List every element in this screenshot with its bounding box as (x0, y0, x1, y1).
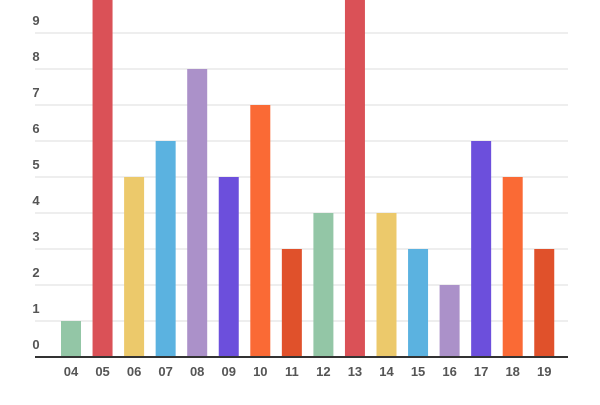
x-tick-label: 04 (64, 364, 79, 379)
x-tick-label: 15 (411, 364, 425, 379)
y-tick-label: 4 (32, 193, 40, 208)
x-tick-label: 05 (95, 364, 109, 379)
y-tick-label: 6 (32, 121, 39, 136)
bar-08 (187, 69, 208, 357)
bars (61, 0, 555, 357)
y-tick-label: 2 (32, 265, 39, 280)
x-tick-label: 11 (285, 364, 299, 379)
x-tick-label: 10 (253, 364, 267, 379)
bar-05 (92, 0, 113, 357)
y-tick-label: 5 (32, 157, 39, 172)
y-tick-label: 7 (32, 85, 39, 100)
x-tick-label: 09 (222, 364, 236, 379)
y-tick-label: 1 (32, 301, 39, 316)
x-tick-label: 14 (379, 364, 394, 379)
x-tick-label: 16 (442, 364, 456, 379)
bar-16 (439, 285, 460, 357)
bar-15 (408, 249, 429, 357)
x-tick-label: 13 (348, 364, 362, 379)
y-tick-label: 0 (32, 337, 39, 352)
bar-06 (124, 177, 145, 357)
y-tick-label: 9 (32, 13, 39, 28)
bar-18 (502, 177, 523, 357)
x-tick-label: 12 (316, 364, 330, 379)
bar-19 (534, 249, 555, 357)
bar-17 (471, 141, 492, 357)
x-tick-label: 19 (537, 364, 551, 379)
x-tick-label: 08 (190, 364, 204, 379)
x-tick-label: 06 (127, 364, 141, 379)
bar-07 (155, 141, 176, 357)
y-tick-label: 3 (32, 229, 39, 244)
x-axis-tick-labels: 04 05 06 07 08 09 10 11 12 13 14 15 16 17 18 19 (64, 364, 552, 379)
bar-13 (344, 0, 365, 357)
bar-10 (250, 105, 271, 357)
gridlines (35, 32, 568, 322)
bar-14 (376, 213, 397, 357)
y-axis-tick-labels: 0 1 2 3 4 5 6 7 8 9 (32, 13, 40, 352)
x-tick-label: 17 (474, 364, 488, 379)
bar-04 (61, 321, 81, 357)
bar-12 (313, 213, 334, 357)
y-tick-label: 8 (32, 49, 39, 64)
bar-11 (281, 249, 302, 357)
x-tick-label: 07 (158, 364, 172, 379)
bar-09 (218, 177, 239, 357)
x-tick-label: 18 (505, 364, 519, 379)
